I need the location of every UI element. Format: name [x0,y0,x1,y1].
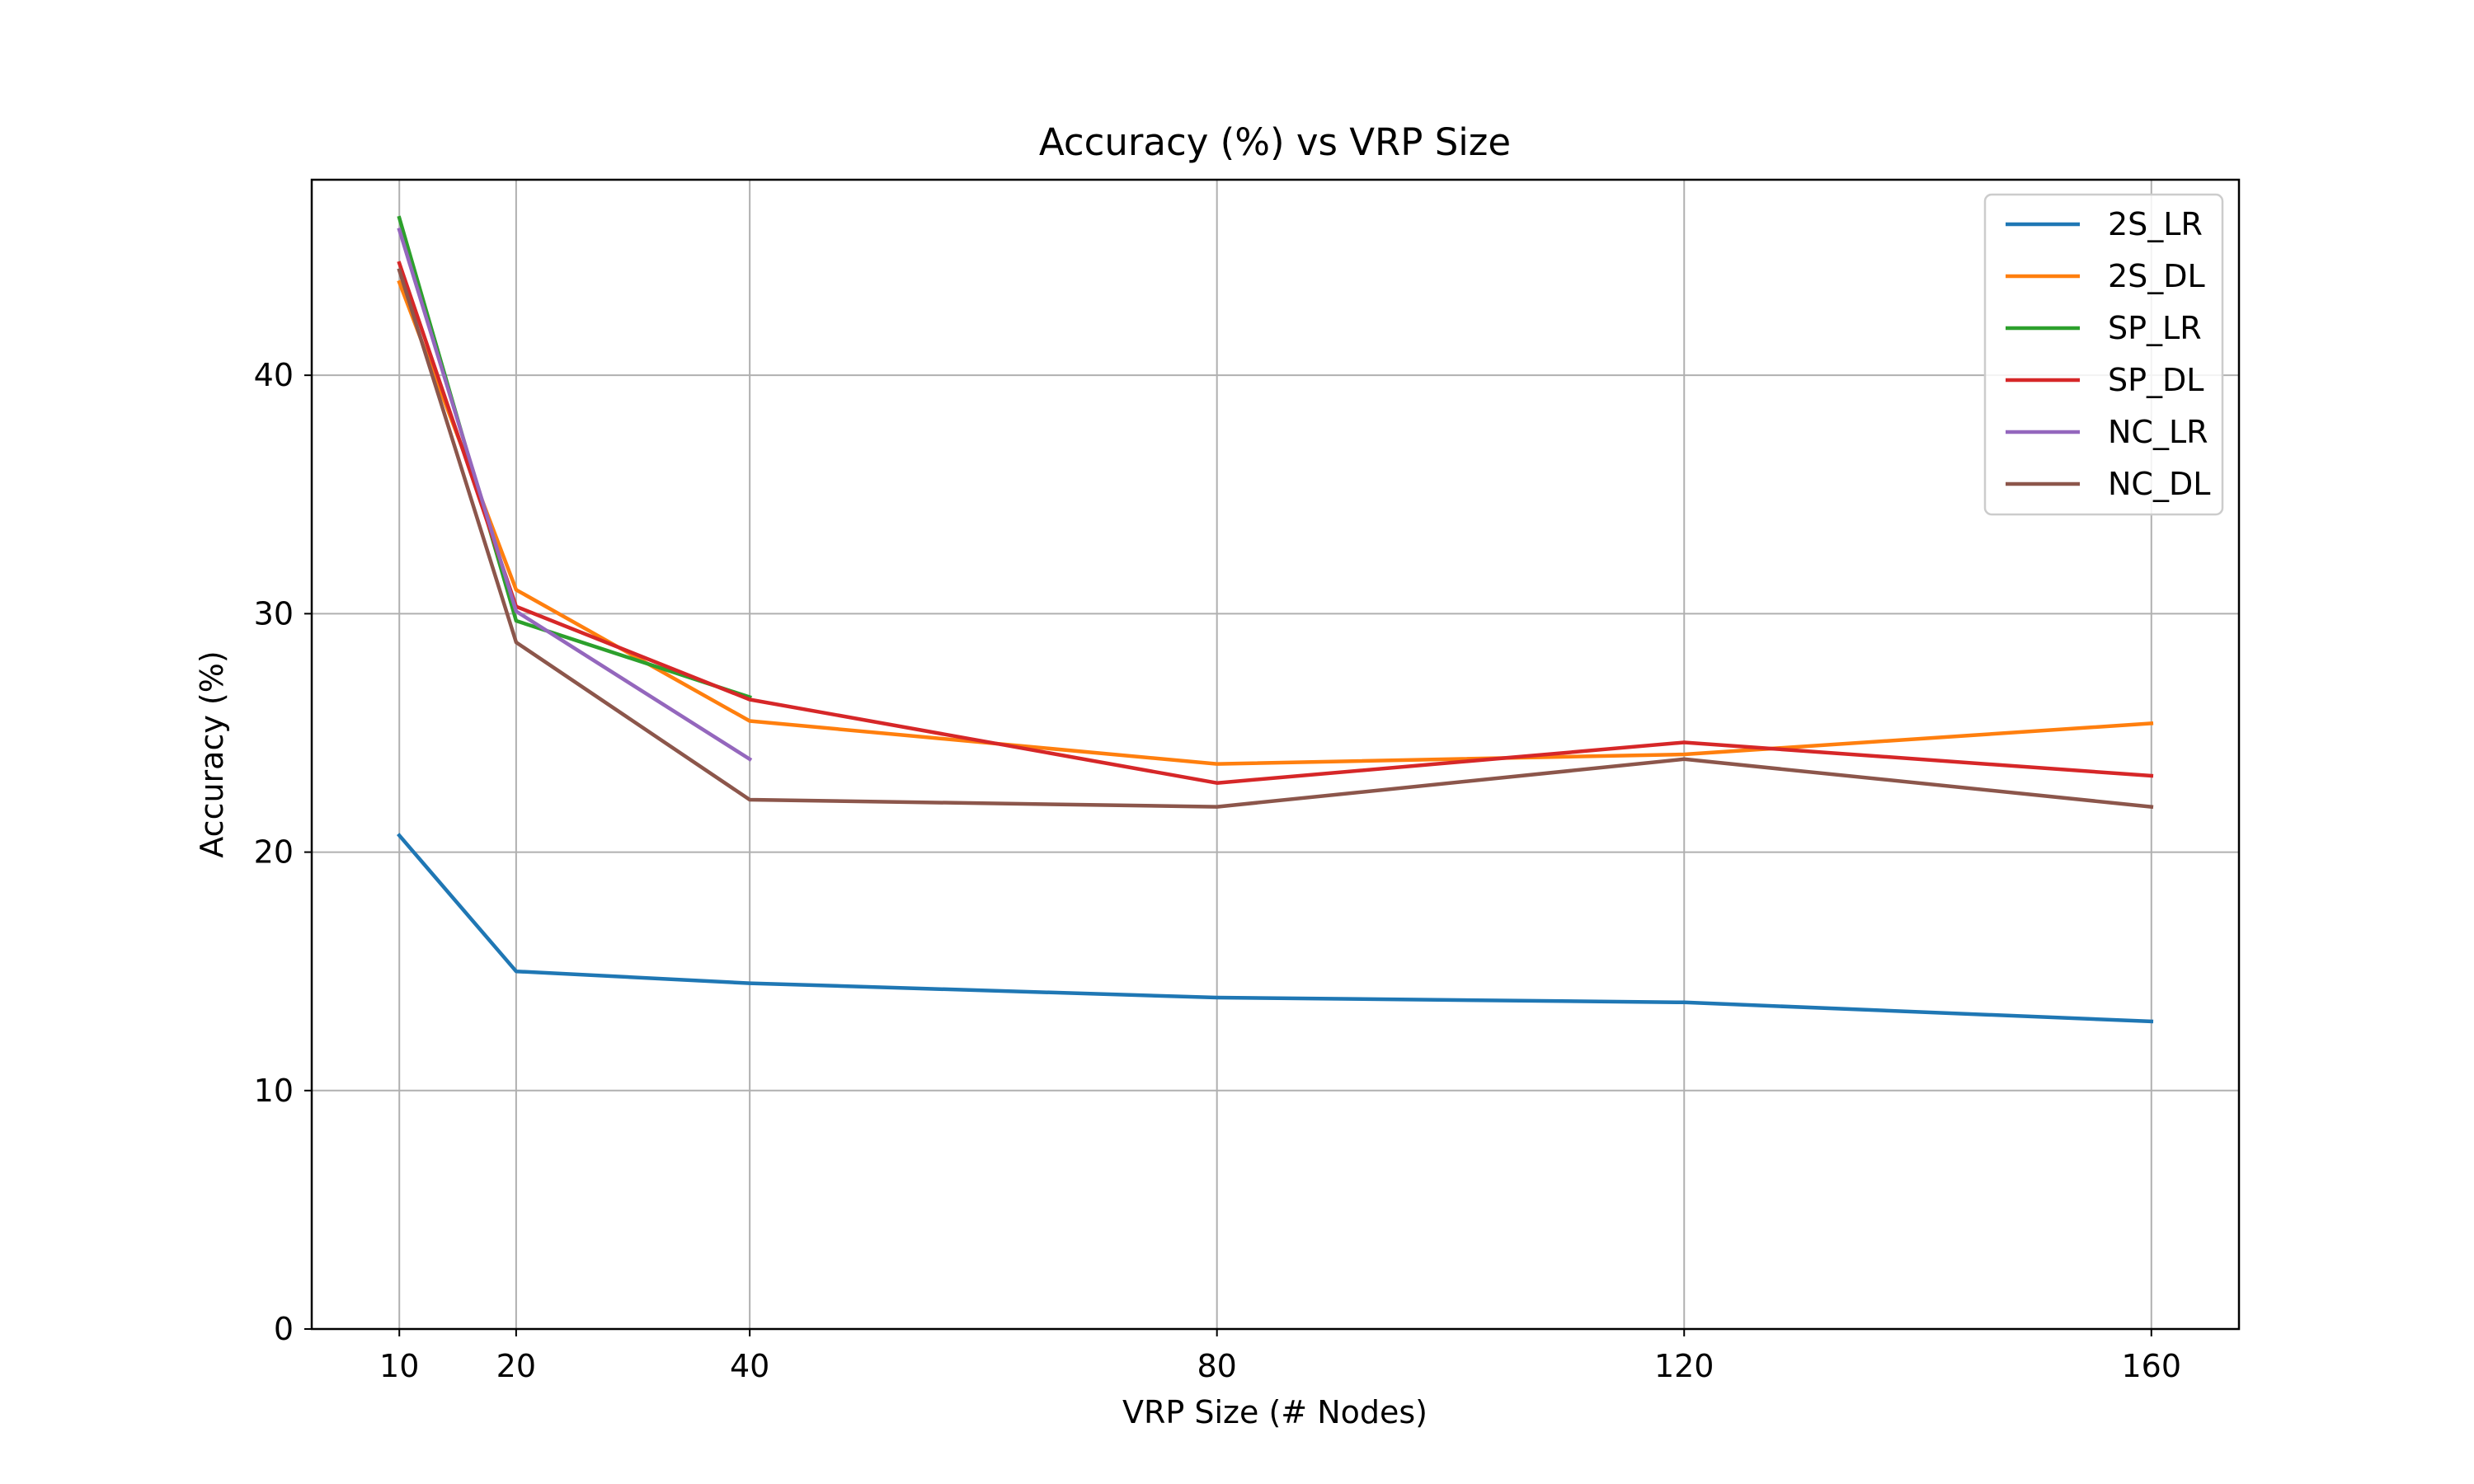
x-tick-label: 120 [1654,1348,1714,1384]
x-axis-label: VRP Size (# Nodes) [1122,1394,1427,1430]
chart-title: Accuracy (%) vs VRP Size [1039,120,1511,164]
y-tick-label: 20 [254,834,294,871]
legend-items: 2S_LR 2S_DL SP_LR SP_DL NC_LR NC_DL [2006,206,2210,502]
y-tick-label: 10 [254,1073,294,1109]
y-tick-label: 0 [274,1311,294,1347]
legend-label: SP_LR [2108,310,2202,346]
legend-label: 2S_LR [2108,206,2203,242]
legend-label: NC_LR [2108,414,2208,450]
x-tick-label: 20 [496,1348,536,1384]
x-tick-label: 10 [379,1348,419,1384]
legend-label: 2S_DL [2108,258,2205,294]
plot-frame [310,178,2241,1331]
series-line-2s-lr [397,833,2154,1024]
y-tick-label: 40 [254,357,294,393]
legend: 2S_LR 2S_DL SP_LR SP_DL NC_LR NC_DL [1983,193,2224,516]
y-axis-label: Accuracy (%) [194,650,230,857]
x-tick-label: 80 [1197,1348,1237,1384]
x-tick-label: 40 [730,1348,769,1384]
legend-label: SP_DL [2108,362,2204,398]
legend-label: NC_DL [2108,466,2210,502]
x-tick-label: 160 [2122,1348,2182,1384]
axis-ticks: 10 20 40 80 120 160 0 10 20 30 40 [254,357,2181,1384]
y-tick-label: 30 [254,595,294,632]
series-line-nc-lr [397,227,753,762]
series-lines [397,215,2154,1024]
series-line-nc-dl [397,268,2154,810]
